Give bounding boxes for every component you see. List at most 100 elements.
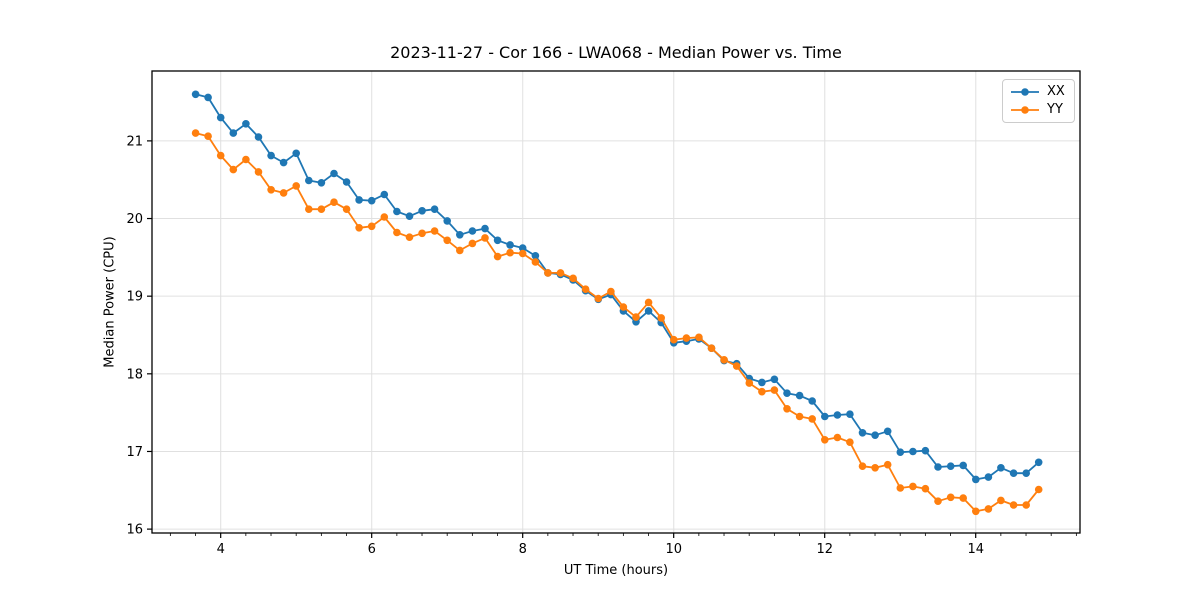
data-point-XX xyxy=(279,158,288,167)
data-point-XX xyxy=(531,252,540,260)
data-point-YY xyxy=(267,186,275,194)
data-point-XX xyxy=(795,391,804,400)
data-point-YY xyxy=(758,387,766,396)
data-point-YY xyxy=(191,129,200,137)
data-point-YY xyxy=(330,198,338,206)
x-tick-label: 10 xyxy=(665,542,682,557)
data-point-XX xyxy=(330,169,338,178)
data-point-YY xyxy=(342,205,351,213)
data-point-XX xyxy=(518,244,527,252)
data-point-XX xyxy=(468,227,477,235)
data-point-XX xyxy=(342,178,351,186)
data-point-XX xyxy=(770,375,779,384)
data-point-YY xyxy=(682,334,691,342)
data-point-YY xyxy=(531,258,540,266)
data-point-YY xyxy=(607,287,615,296)
y-axis-label: Median Power (CPU) xyxy=(102,236,118,368)
data-point-YY xyxy=(569,274,577,283)
data-point-XX xyxy=(783,389,791,398)
y-tick-label: 17 xyxy=(126,445,143,460)
data-point-YY xyxy=(279,189,288,197)
data-point-YY xyxy=(883,460,892,469)
data-point-YY xyxy=(481,234,489,242)
data-point-XX xyxy=(1009,469,1018,478)
data-point-YY xyxy=(430,227,439,235)
data-point-YY xyxy=(355,224,363,232)
x-tick-label: 4 xyxy=(217,542,225,557)
data-point-XX xyxy=(493,236,502,245)
data-point-YY xyxy=(581,285,590,294)
legend: XX YY xyxy=(1002,79,1075,123)
data-point-XX xyxy=(846,410,854,419)
data-point-XX xyxy=(191,90,200,99)
series-YY xyxy=(191,129,1043,516)
data-point-XX xyxy=(1034,458,1043,467)
y-tick-label: 21 xyxy=(126,134,143,149)
data-point-XX xyxy=(758,378,766,387)
data-point-XX xyxy=(959,461,967,470)
data-point-XX xyxy=(921,446,930,455)
data-point-YY xyxy=(946,493,955,502)
data-point-YY xyxy=(921,484,930,493)
data-point-YY xyxy=(418,229,426,238)
data-point-YY xyxy=(204,132,212,140)
data-point-XX xyxy=(380,190,389,199)
data-point-YY xyxy=(216,151,225,160)
data-point-YY xyxy=(518,249,527,258)
y-tick-label: 20 xyxy=(126,212,143,227)
data-point-XX xyxy=(896,448,905,457)
data-point-YY xyxy=(909,482,917,491)
x-tick-label: 12 xyxy=(817,542,834,557)
chart-title: 2023-11-27 - Cor 166 - LWA068 - Median P… xyxy=(390,43,842,62)
data-point-YY xyxy=(732,362,741,370)
data-point-YY xyxy=(556,269,565,277)
legend-label-xx: XX xyxy=(1047,84,1065,99)
data-point-YY xyxy=(468,239,477,248)
data-point-YY xyxy=(871,464,879,472)
x-tick-label: 14 xyxy=(968,542,985,557)
x-axis-label: UT Time (hours) xyxy=(563,563,669,578)
data-point-YY xyxy=(795,412,804,421)
data-point-YY xyxy=(972,507,980,516)
data-point-XX xyxy=(204,93,212,102)
data-point-XX xyxy=(430,205,439,213)
y-tick-label: 18 xyxy=(126,367,143,382)
data-point-YY xyxy=(984,505,993,513)
data-point-YY xyxy=(506,248,514,257)
data-point-XX xyxy=(821,412,829,421)
data-point-XX xyxy=(305,176,313,185)
data-point-YY xyxy=(632,313,640,321)
data-point-YY xyxy=(367,222,376,231)
data-point-YY xyxy=(821,436,829,444)
data-point-XX xyxy=(229,129,238,137)
data-point-XX xyxy=(871,431,879,440)
data-point-XX xyxy=(644,307,653,315)
y-tick-label: 19 xyxy=(126,290,143,305)
data-point-XX xyxy=(317,179,326,187)
data-point-YY xyxy=(1009,501,1018,509)
data-point-YY xyxy=(997,496,1005,505)
data-point-YY xyxy=(544,269,552,277)
data-point-YY xyxy=(695,333,703,342)
legend-label-yy: YY xyxy=(1047,102,1063,117)
data-point-XX xyxy=(367,196,376,205)
data-point-XX xyxy=(405,212,414,220)
x-tick-label: 6 xyxy=(368,542,376,557)
data-point-XX xyxy=(481,224,489,233)
data-point-YY xyxy=(493,252,502,261)
data-point-YY xyxy=(393,228,401,237)
data-point-XX xyxy=(216,113,225,122)
gridlines xyxy=(152,71,1080,533)
data-point-YY xyxy=(720,356,728,364)
data-point-XX xyxy=(946,462,955,471)
data-point-YY xyxy=(443,236,452,245)
data-point-XX xyxy=(858,429,867,437)
data-point-XX xyxy=(393,207,401,216)
data-point-YY xyxy=(380,213,389,221)
data-point-XX xyxy=(506,241,514,249)
yy-line-swatch xyxy=(1011,105,1039,114)
xx-line-swatch xyxy=(1011,87,1039,96)
data-point-YY xyxy=(242,155,250,164)
